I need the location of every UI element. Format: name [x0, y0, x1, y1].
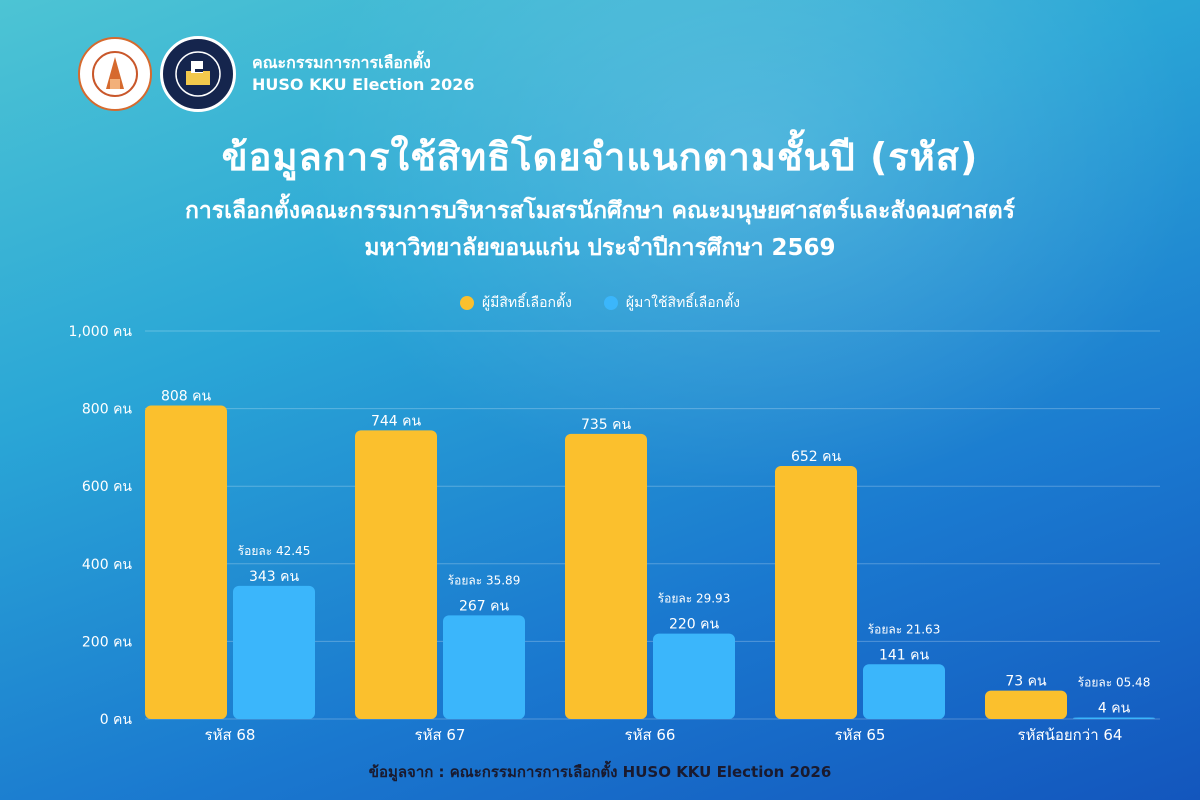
y-tick-label: 600 คน: [82, 479, 133, 495]
source-footer: ข้อมูลจาก : คณะกรรมการการเลือกตั้ง HUSO …: [368, 763, 832, 781]
bar-eligible: [355, 430, 437, 719]
data-label-eligible: 735 คน: [581, 417, 632, 433]
x-category-label: รหัส 68: [205, 726, 256, 744]
org-name: คณะกรรมการการเลือกตั้ง: [252, 53, 431, 72]
data-label-voted: 141 คน: [879, 647, 930, 663]
org-title-block: คณะกรรมการการเลือกตั้ง HUSO KKU Election…: [252, 52, 475, 96]
data-label-voted: 220 คน: [669, 617, 720, 633]
y-tick-label: 800 คน: [82, 402, 133, 418]
data-label-voted: 4 คน: [1098, 700, 1131, 716]
bar-voted: [1073, 717, 1155, 719]
y-tick-label: 1,000 คน: [69, 324, 133, 340]
page-title: ข้อมูลการใช้สิทธิโดยจำแนกตามชั้นปี (รหัส…: [221, 135, 979, 179]
legend-item-voted: ผู้มาใช้สิทธิ์เลือกตั้ง: [603, 292, 741, 314]
percent-label: ร้อยละ 42.45: [238, 544, 311, 558]
bar-voted: [443, 615, 525, 719]
percent-label: ร้อยละ 21.63: [868, 622, 941, 636]
page-subtitle-1: การเลือกตั้งคณะกรรมการบริหารสโมสรนักศึกษ…: [184, 198, 1016, 224]
data-label-eligible: 73 คน: [1005, 674, 1047, 690]
y-tick-label: 400 คน: [82, 557, 133, 573]
data-label-voted: 267 คน: [459, 598, 510, 614]
legend-item-eligible: ผู้มีสิทธิ์เลือกตั้ง: [459, 292, 572, 314]
percent-label: ร้อยละ 05.48: [1078, 675, 1151, 689]
legend-swatch-eligible: [459, 296, 474, 310]
x-category-label: รหัสน้อยกว่า 64: [1018, 726, 1123, 744]
data-label-voted: 343 คน: [249, 569, 300, 585]
x-category-label: รหัส 65: [835, 726, 886, 744]
legend-swatch-voted: [603, 296, 618, 310]
data-label-eligible: 808 คน: [161, 388, 212, 404]
bar-voted: [653, 633, 735, 719]
election-committee-logo: [160, 36, 236, 112]
bar-eligible: [565, 433, 647, 719]
bar-eligible: [145, 405, 227, 719]
legend-label-eligible: ผู้มีสิทธิ์เลือกตั้ง: [481, 295, 572, 311]
bar-eligible: [985, 690, 1067, 719]
data-label-eligible: 652 คน: [791, 449, 842, 465]
data-label-eligible: 744 คน: [371, 413, 422, 429]
chart-legend: ผู้มีสิทธิ์เลือกตั้ง ผู้มาใช้สิทธิ์เลือก…: [0, 292, 1200, 314]
university-logo: [78, 37, 152, 111]
legend-label-voted: ผู้มาใช้สิทธิ์เลือกตั้ง: [625, 295, 741, 311]
page-subtitle-2: มหาวิทยาลัยขอนแก่น ประจำปีการศึกษา 2569: [364, 235, 836, 261]
x-category-label: รหัส 67: [415, 726, 466, 744]
y-tick-label: 0 คน: [100, 712, 133, 728]
y-tick-label: 200 คน: [82, 634, 133, 650]
header: คณะกรรมการการเลือกตั้ง HUSO KKU Election…: [78, 36, 475, 112]
bar-voted: [233, 585, 315, 719]
percent-label: ร้อยละ 35.89: [448, 573, 521, 587]
bar-eligible: [775, 466, 857, 719]
org-subtitle: HUSO KKU Election 2026: [252, 75, 475, 94]
x-category-label: รหัส 66: [625, 726, 676, 744]
percent-label: ร้อยละ 29.93: [658, 592, 731, 606]
bar-voted: [863, 664, 945, 719]
